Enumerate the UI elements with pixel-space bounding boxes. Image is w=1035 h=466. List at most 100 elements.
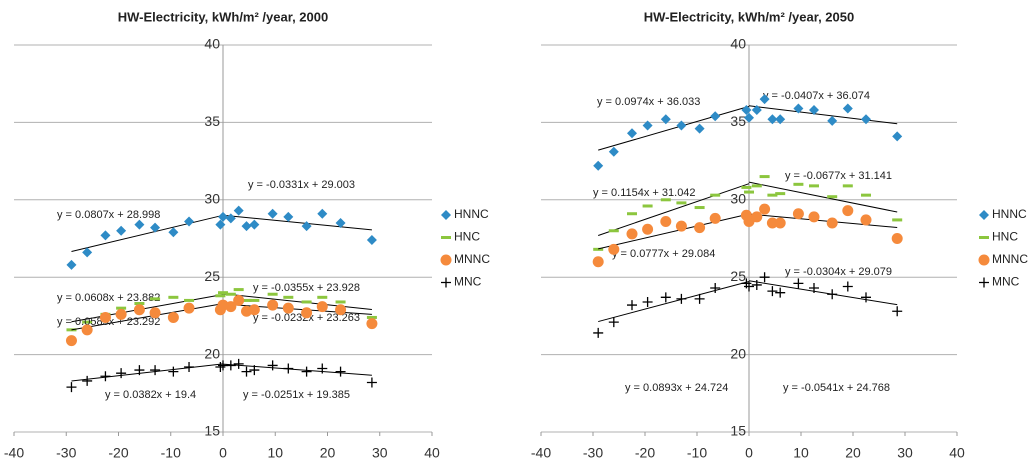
marker-circle [99, 311, 111, 323]
marker-plus [793, 278, 804, 289]
marker-diamond [241, 221, 252, 232]
marker-dash [979, 236, 989, 239]
x-tick-label: -10 [687, 445, 707, 461]
marker-dash [608, 229, 619, 233]
marker-plus [892, 306, 903, 317]
marker-circle [65, 335, 77, 347]
marker-circle [608, 243, 620, 255]
marker-circle [440, 254, 452, 266]
marker-dash [741, 185, 752, 189]
marker-plus [809, 283, 819, 294]
marker-plus [660, 292, 671, 303]
marker-circle [675, 220, 687, 232]
x-tick-label: 20 [845, 445, 861, 461]
trendline [598, 213, 750, 250]
chart-title: HW-Electricity, kWh/m² /year, 2000 [118, 9, 328, 24]
marker-plus [134, 365, 145, 376]
y-tick-label: 35 [204, 113, 220, 129]
trendline-equation: y = -0.0251x + 19.385 [243, 389, 350, 401]
marker-plus [441, 277, 451, 288]
trendline-equation: y = -0.0355x + 23.928 [253, 282, 360, 294]
marker-dash [249, 298, 260, 302]
x-tick-label: -10 [161, 445, 181, 461]
marker-dash [710, 193, 721, 197]
legend-label: HNC [454, 230, 480, 244]
trendline-equation: y = 0.0382x + 19.4 [105, 389, 196, 401]
marker-dash [441, 236, 451, 239]
marker-plus [168, 366, 179, 377]
marker-diamond [66, 259, 77, 270]
marker-dash [827, 195, 838, 199]
marker-circle [792, 208, 804, 220]
marker-circle [225, 301, 237, 313]
x-tick-label: 30 [897, 445, 913, 461]
marker-dash [267, 292, 278, 296]
marker-dash [82, 320, 93, 324]
marker-dash [215, 294, 226, 298]
marker-plus [249, 365, 260, 376]
marker-circle [774, 217, 786, 229]
legend-label: HNNC [992, 207, 1027, 221]
marker-plus [842, 281, 853, 292]
trendline [222, 214, 372, 231]
trendline-equation: y = 0.1154x + 31.042 [593, 187, 696, 199]
y-tick-label: 15 [204, 423, 220, 439]
marker-plus [366, 377, 377, 388]
marker-plus [301, 366, 312, 377]
x-tick-label: 0 [219, 445, 227, 461]
x-tick-label: 10 [793, 445, 809, 461]
x-tick-label: 20 [320, 445, 336, 461]
marker-dash [335, 300, 346, 304]
marker-diamond [593, 160, 604, 171]
marker-dash [660, 198, 671, 202]
marker-plus [979, 277, 989, 288]
marker-diamond [775, 114, 786, 125]
marker-plus [267, 360, 278, 371]
legend-label: HNNC [454, 207, 489, 221]
marker-circle [115, 308, 127, 320]
y-tick-label: 20 [204, 345, 220, 361]
marker-plus [676, 293, 687, 304]
marker-dash [759, 175, 770, 179]
marker-dash [301, 300, 312, 304]
marker-dash [218, 291, 228, 295]
marker-dash [694, 206, 705, 210]
trendline-equation: y = -0.0541x + 24.768 [783, 382, 890, 394]
marker-diamond [608, 146, 619, 157]
trendline-equation: y = 0.0807x + 28.998 [57, 209, 160, 221]
marker-dash [676, 201, 687, 205]
marker-diamond [184, 216, 195, 227]
marker-diamond [283, 211, 294, 222]
marker-circle [759, 203, 771, 215]
marker-dash [593, 247, 604, 251]
marker-diamond [627, 128, 637, 139]
marker-plus [233, 358, 244, 369]
marker-plus [627, 300, 637, 311]
marker-dash [842, 184, 853, 188]
marker-dash [233, 288, 244, 292]
marker-dash [366, 315, 377, 319]
marker-diamond [710, 111, 721, 122]
marker-circle [978, 254, 990, 266]
marker-diamond [842, 103, 853, 114]
marker-circle [660, 215, 672, 227]
marker-diamond [116, 225, 127, 236]
x-tick-label: 40 [424, 445, 440, 461]
marker-plus [215, 361, 226, 372]
marker-diamond [809, 105, 819, 116]
marker-dash [861, 193, 871, 197]
legend-label: MNC [454, 275, 482, 289]
marker-plus [861, 292, 871, 303]
trendline [748, 181, 898, 213]
marker-circle [860, 214, 872, 226]
marker-diamond [676, 120, 687, 131]
x-tick-label: 30 [372, 445, 388, 461]
marker-plus [283, 363, 294, 374]
y-tick-label: 30 [204, 191, 220, 207]
marker-diamond [150, 222, 161, 233]
marker-dash [168, 295, 179, 299]
marker-plus [100, 371, 111, 382]
marker-dash [767, 193, 778, 197]
marker-circle [233, 294, 245, 306]
